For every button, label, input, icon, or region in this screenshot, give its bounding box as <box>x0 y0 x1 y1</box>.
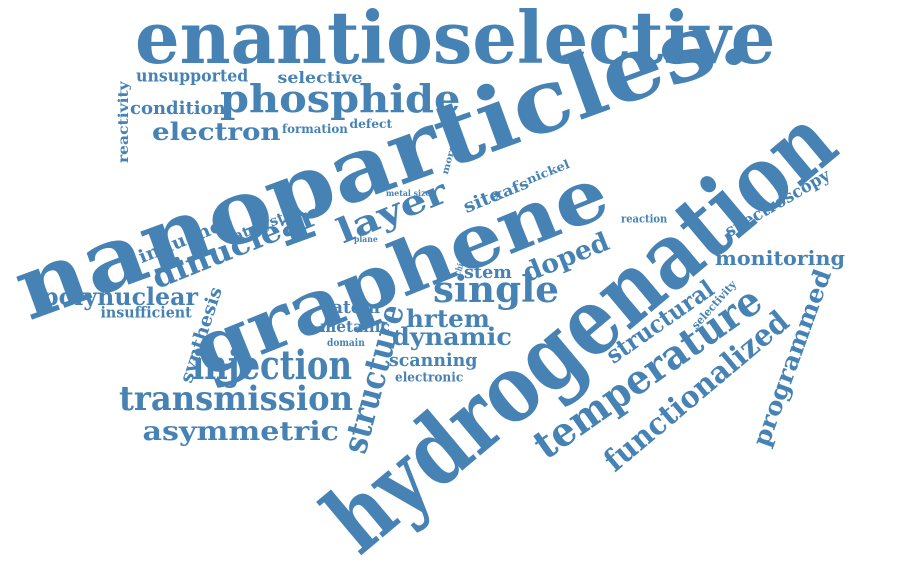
word-polynuclear: polynuclear <box>42 282 198 311</box>
word-injection: injection <box>192 342 352 389</box>
word-monitoring: monitoring <box>715 246 845 270</box>
word-transmission: transmission <box>119 379 353 419</box>
word-reaction: reaction <box>621 212 668 226</box>
word-unsupported: unsupported <box>136 66 249 87</box>
word-formation: formation <box>282 122 348 136</box>
word-hrtem: hrtem <box>406 304 490 333</box>
word-dynamic: dynamic <box>392 322 512 351</box>
word-reactivity: reactivity <box>116 81 132 163</box>
word-atom: atom <box>332 297 381 318</box>
word-insufficient: insufficient <box>100 303 192 322</box>
word-enantioselective: enantioselective <box>135 0 776 80</box>
word-plane: plane <box>354 234 378 244</box>
word-asymmetric: asymmetric <box>142 417 340 447</box>
word-scanning: scanning <box>389 350 478 371</box>
word-domain: domain <box>327 338 365 349</box>
word-stem: stem <box>464 262 512 283</box>
word-phosphide: phosphide <box>220 76 461 121</box>
word-single: single <box>433 269 559 311</box>
word-defect: defect <box>349 117 393 131</box>
word-selective: selective <box>277 68 363 87</box>
word-electron: electron <box>152 117 281 146</box>
word-electronic: electronic <box>395 370 464 386</box>
word-metallic: metallic <box>320 317 390 336</box>
word-metal-size: metal size <box>386 188 431 198</box>
word-condition: condition <box>130 98 226 119</box>
